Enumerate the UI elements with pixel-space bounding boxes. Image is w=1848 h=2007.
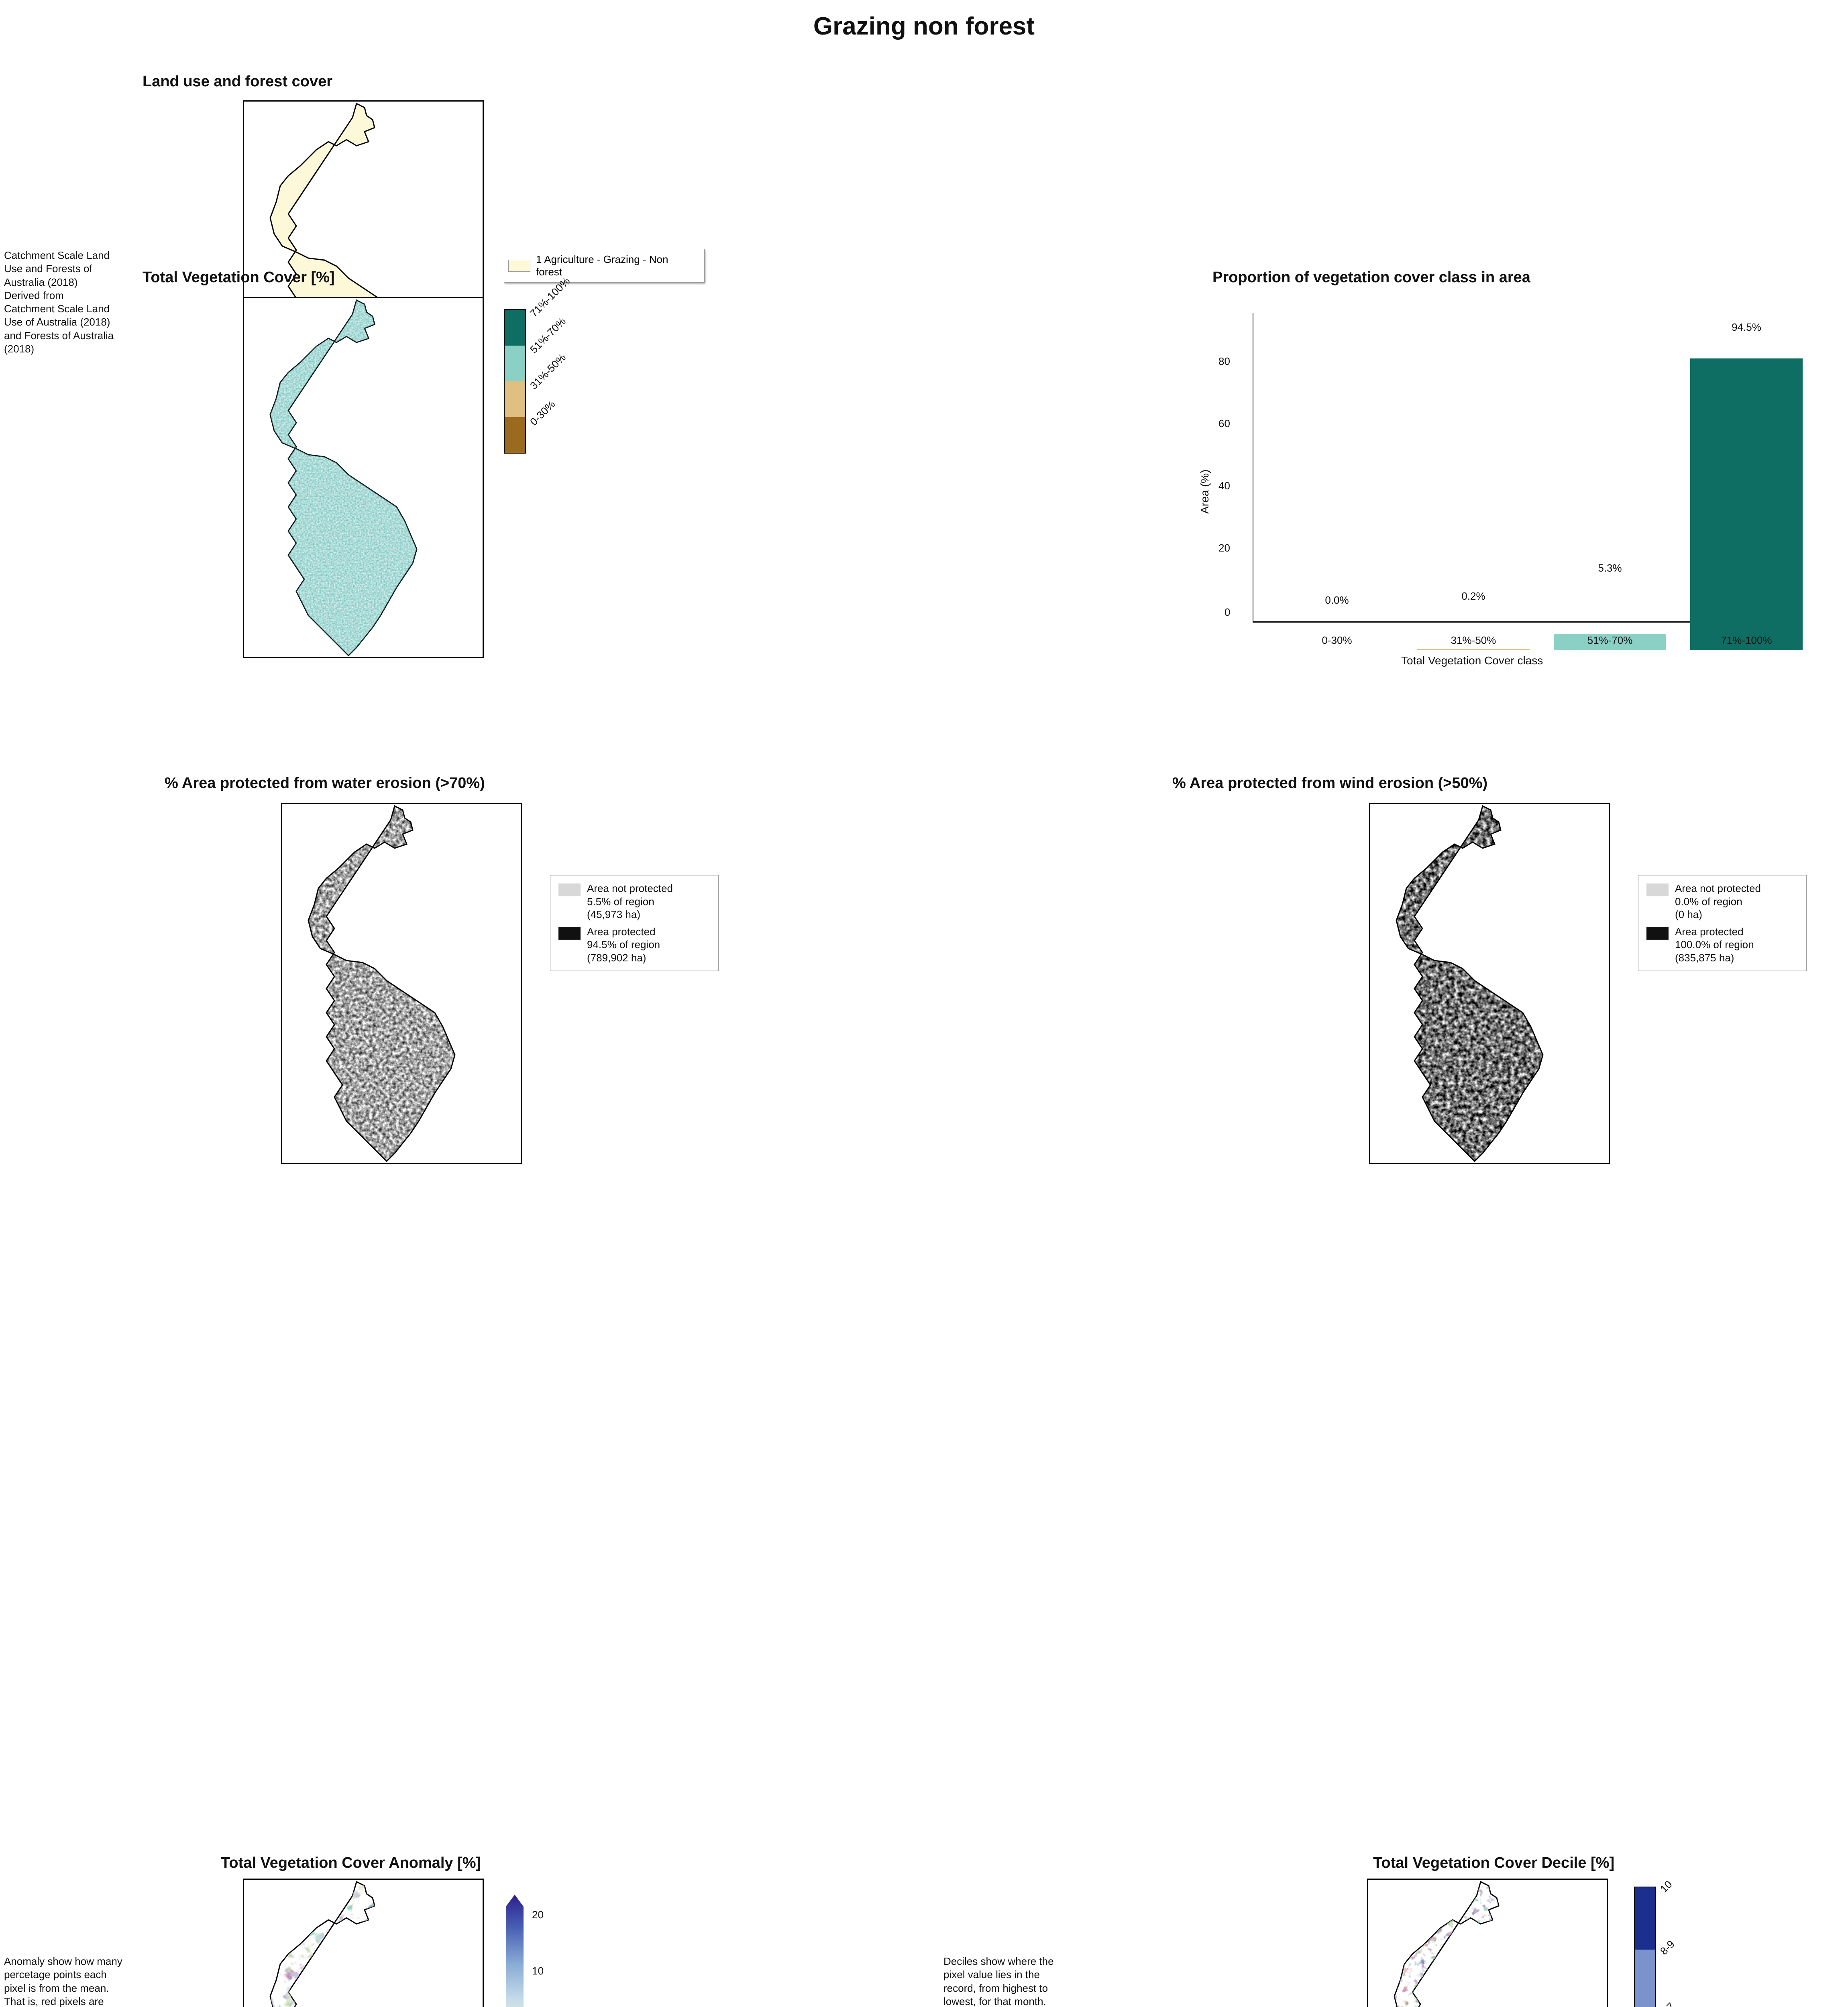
bar-label-51-70: 5.3% xyxy=(1550,562,1670,574)
veg-cover-colorbar-seg-0-30 xyxy=(505,417,525,453)
veg-cover-colorbar xyxy=(504,309,526,454)
proportion-chart-ylabel: Area (%) xyxy=(1198,470,1211,514)
land-use-description: Catchment Scale Land Use and Forests of … xyxy=(4,249,116,356)
veg-anomaly-description: Anomaly show how many percetage points e… xyxy=(4,1955,124,2007)
bar-label-71-100: 94.5% xyxy=(1686,321,1807,334)
decile-tick-10: 10 xyxy=(1658,1878,1675,1895)
wind-erosion-not-protected-swatch xyxy=(1646,883,1669,896)
veg-cover-colorbar-seg-31-50 xyxy=(505,381,525,417)
veg-anomaly-title: Total Vegetation Cover Anomaly [%] xyxy=(221,1854,481,1872)
land-use-title: Land use and forest cover xyxy=(143,73,332,90)
water-erosion-not-protected-swatch xyxy=(558,883,581,896)
veg-cover-tick-0-30: 0-30% xyxy=(528,398,558,428)
veg-cover-tick-31-50: 31%-50% xyxy=(528,351,568,392)
wind-erosion-legend: Area not protected 0.0% of region (0 ha)… xyxy=(1638,875,1807,971)
water-erosion-protected-swatch xyxy=(558,927,581,940)
veg-cover-colorbar-seg-51-70 xyxy=(505,346,525,381)
decile-tick-8-9: 8-9 xyxy=(1658,1938,1677,1957)
wind-erosion-protected-swatch xyxy=(1646,927,1669,940)
water-erosion-legend: Area not protected 5.5% of region (45,97… xyxy=(550,875,719,971)
water-erosion-protected-text: Area protected 94.5% of region (789,902 … xyxy=(587,925,660,965)
wind-erosion-title: % Area protected from wind erosion (>50%… xyxy=(1172,775,1487,792)
land-use-legend-swatch xyxy=(508,260,530,272)
veg-cover-title: Total Vegetation Cover [%] xyxy=(143,269,335,286)
bar-label-31-50: 0.2% xyxy=(1413,590,1534,603)
wind-erosion-map xyxy=(1369,803,1610,1164)
proportion-chart-xlabel: Total Vegetation Cover class xyxy=(1401,654,1543,667)
page-title: Grazing non forest xyxy=(0,12,1848,41)
land-use-legend-label: 1 Agriculture - Grazing - Non forest xyxy=(536,253,697,278)
anomaly-tick-20: 20 xyxy=(532,1909,544,1921)
water-erosion-not-protected-text: Area not protected 5.5% of region (45,97… xyxy=(587,882,673,921)
anomaly-tick-10: 10 xyxy=(532,1965,544,1977)
veg-cover-map xyxy=(243,297,484,658)
yaxis-tick-40: 40 xyxy=(1218,480,1230,492)
land-use-legend: 1 Agriculture - Grazing - Non forest xyxy=(504,249,705,283)
veg-anomaly-map xyxy=(243,1879,484,2007)
decile-colorbar-seg-8-9 xyxy=(1635,1950,1655,2007)
water-erosion-map xyxy=(281,803,522,1164)
yaxis-tick-80: 80 xyxy=(1218,355,1230,368)
wind-erosion-protected-text: Area protected 100.0% of region (835,875… xyxy=(1675,925,1754,965)
veg-decile-colorbar xyxy=(1634,1887,1656,2007)
bar-label-0-30: 0.0% xyxy=(1277,594,1397,607)
veg-anomaly-colorbar xyxy=(506,1895,524,2007)
decile-colorbar-seg-10 xyxy=(1635,1887,1655,1950)
veg-cover-colorbar-seg-71-100 xyxy=(505,310,525,346)
veg-cover-tick-51-70: 51%-70% xyxy=(528,315,568,356)
category-label-31-50: 31%-50% xyxy=(1413,634,1534,647)
category-label-0-30: 0-30% xyxy=(1277,634,1397,647)
yaxis-tick-20: 20 xyxy=(1218,542,1230,554)
decile-tick-4-7: 4-7 xyxy=(1658,2000,1677,2007)
bar-71-100 xyxy=(1690,358,1803,650)
veg-decile-map xyxy=(1367,1879,1608,2007)
veg-decile-description: Deciles show where the pixel value lies … xyxy=(943,1955,1064,2007)
veg-proportion-chart: 0 20 40 60 80 Area (%) 0.0% 0.2% 5.3% 94… xyxy=(1200,313,1795,650)
veg-proportion-title: Proportion of vegetation cover class in … xyxy=(1212,269,1530,286)
water-erosion-title: % Area protected from water erosion (>70… xyxy=(165,775,485,792)
category-label-71-100: 71%-100% xyxy=(1686,634,1807,647)
yaxis-tick-60: 60 xyxy=(1218,417,1230,430)
category-label-51-70: 51%-70% xyxy=(1550,634,1670,647)
bar-31-50 xyxy=(1417,649,1530,650)
wind-erosion-not-protected-text: Area not protected 0.0% of region (0 ha) xyxy=(1675,882,1761,921)
yaxis-tick-0: 0 xyxy=(1225,606,1230,619)
veg-decile-title: Total Vegetation Cover Decile [%] xyxy=(1373,1854,1614,1872)
